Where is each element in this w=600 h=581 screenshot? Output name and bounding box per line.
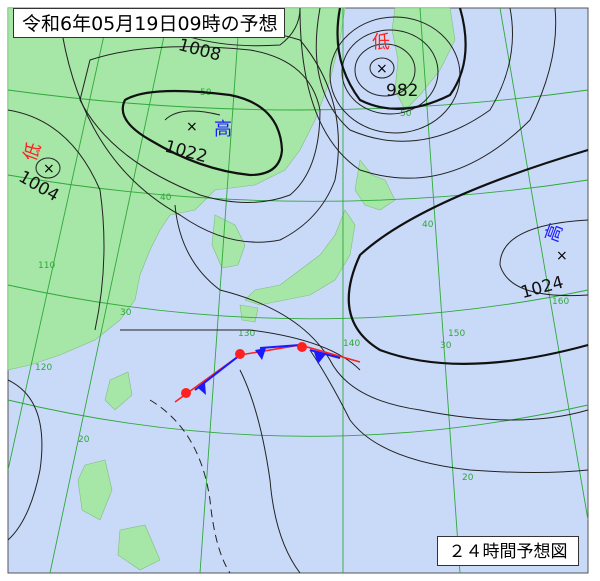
lon-label: 110 (38, 261, 55, 271)
lat-label: 40 (422, 220, 434, 230)
lat-label: 30 (120, 308, 132, 318)
lat-label: 20 (78, 435, 90, 445)
lon-label: 150 (448, 329, 465, 339)
forecast-type-label: ２４時間予想図 (437, 536, 579, 566)
stationary-front (174, 342, 361, 403)
land (7, 7, 456, 571)
lon-label: 140 (343, 339, 360, 349)
center-x-icon: × (556, 248, 568, 264)
pressure-systems: 高 × 1022 低 × 982 低 × 1004 高 × 1024 1008 (15, 32, 568, 303)
pressure-value: 982 (386, 81, 418, 101)
center-x-icon: × (43, 161, 55, 177)
lon-label: 160 (552, 297, 569, 307)
lat-label: 20 (462, 473, 474, 483)
center-x-icon: × (186, 119, 198, 135)
low-marker: 低 (372, 32, 390, 53)
lat-label: 50 (400, 109, 412, 119)
center-x-icon: × (376, 61, 388, 77)
isobars (7, 7, 589, 574)
map-title: 令和6年05月19日09時の予想 (13, 8, 285, 38)
lat-label: 30 (440, 341, 452, 351)
lon-label: 130 (238, 329, 255, 339)
high-marker: 高 (214, 119, 232, 140)
lat-label: 40 (160, 193, 172, 203)
lon-label: 120 (35, 363, 52, 373)
